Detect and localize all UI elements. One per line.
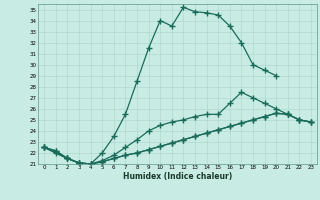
X-axis label: Humidex (Indice chaleur): Humidex (Indice chaleur) [123,172,232,181]
